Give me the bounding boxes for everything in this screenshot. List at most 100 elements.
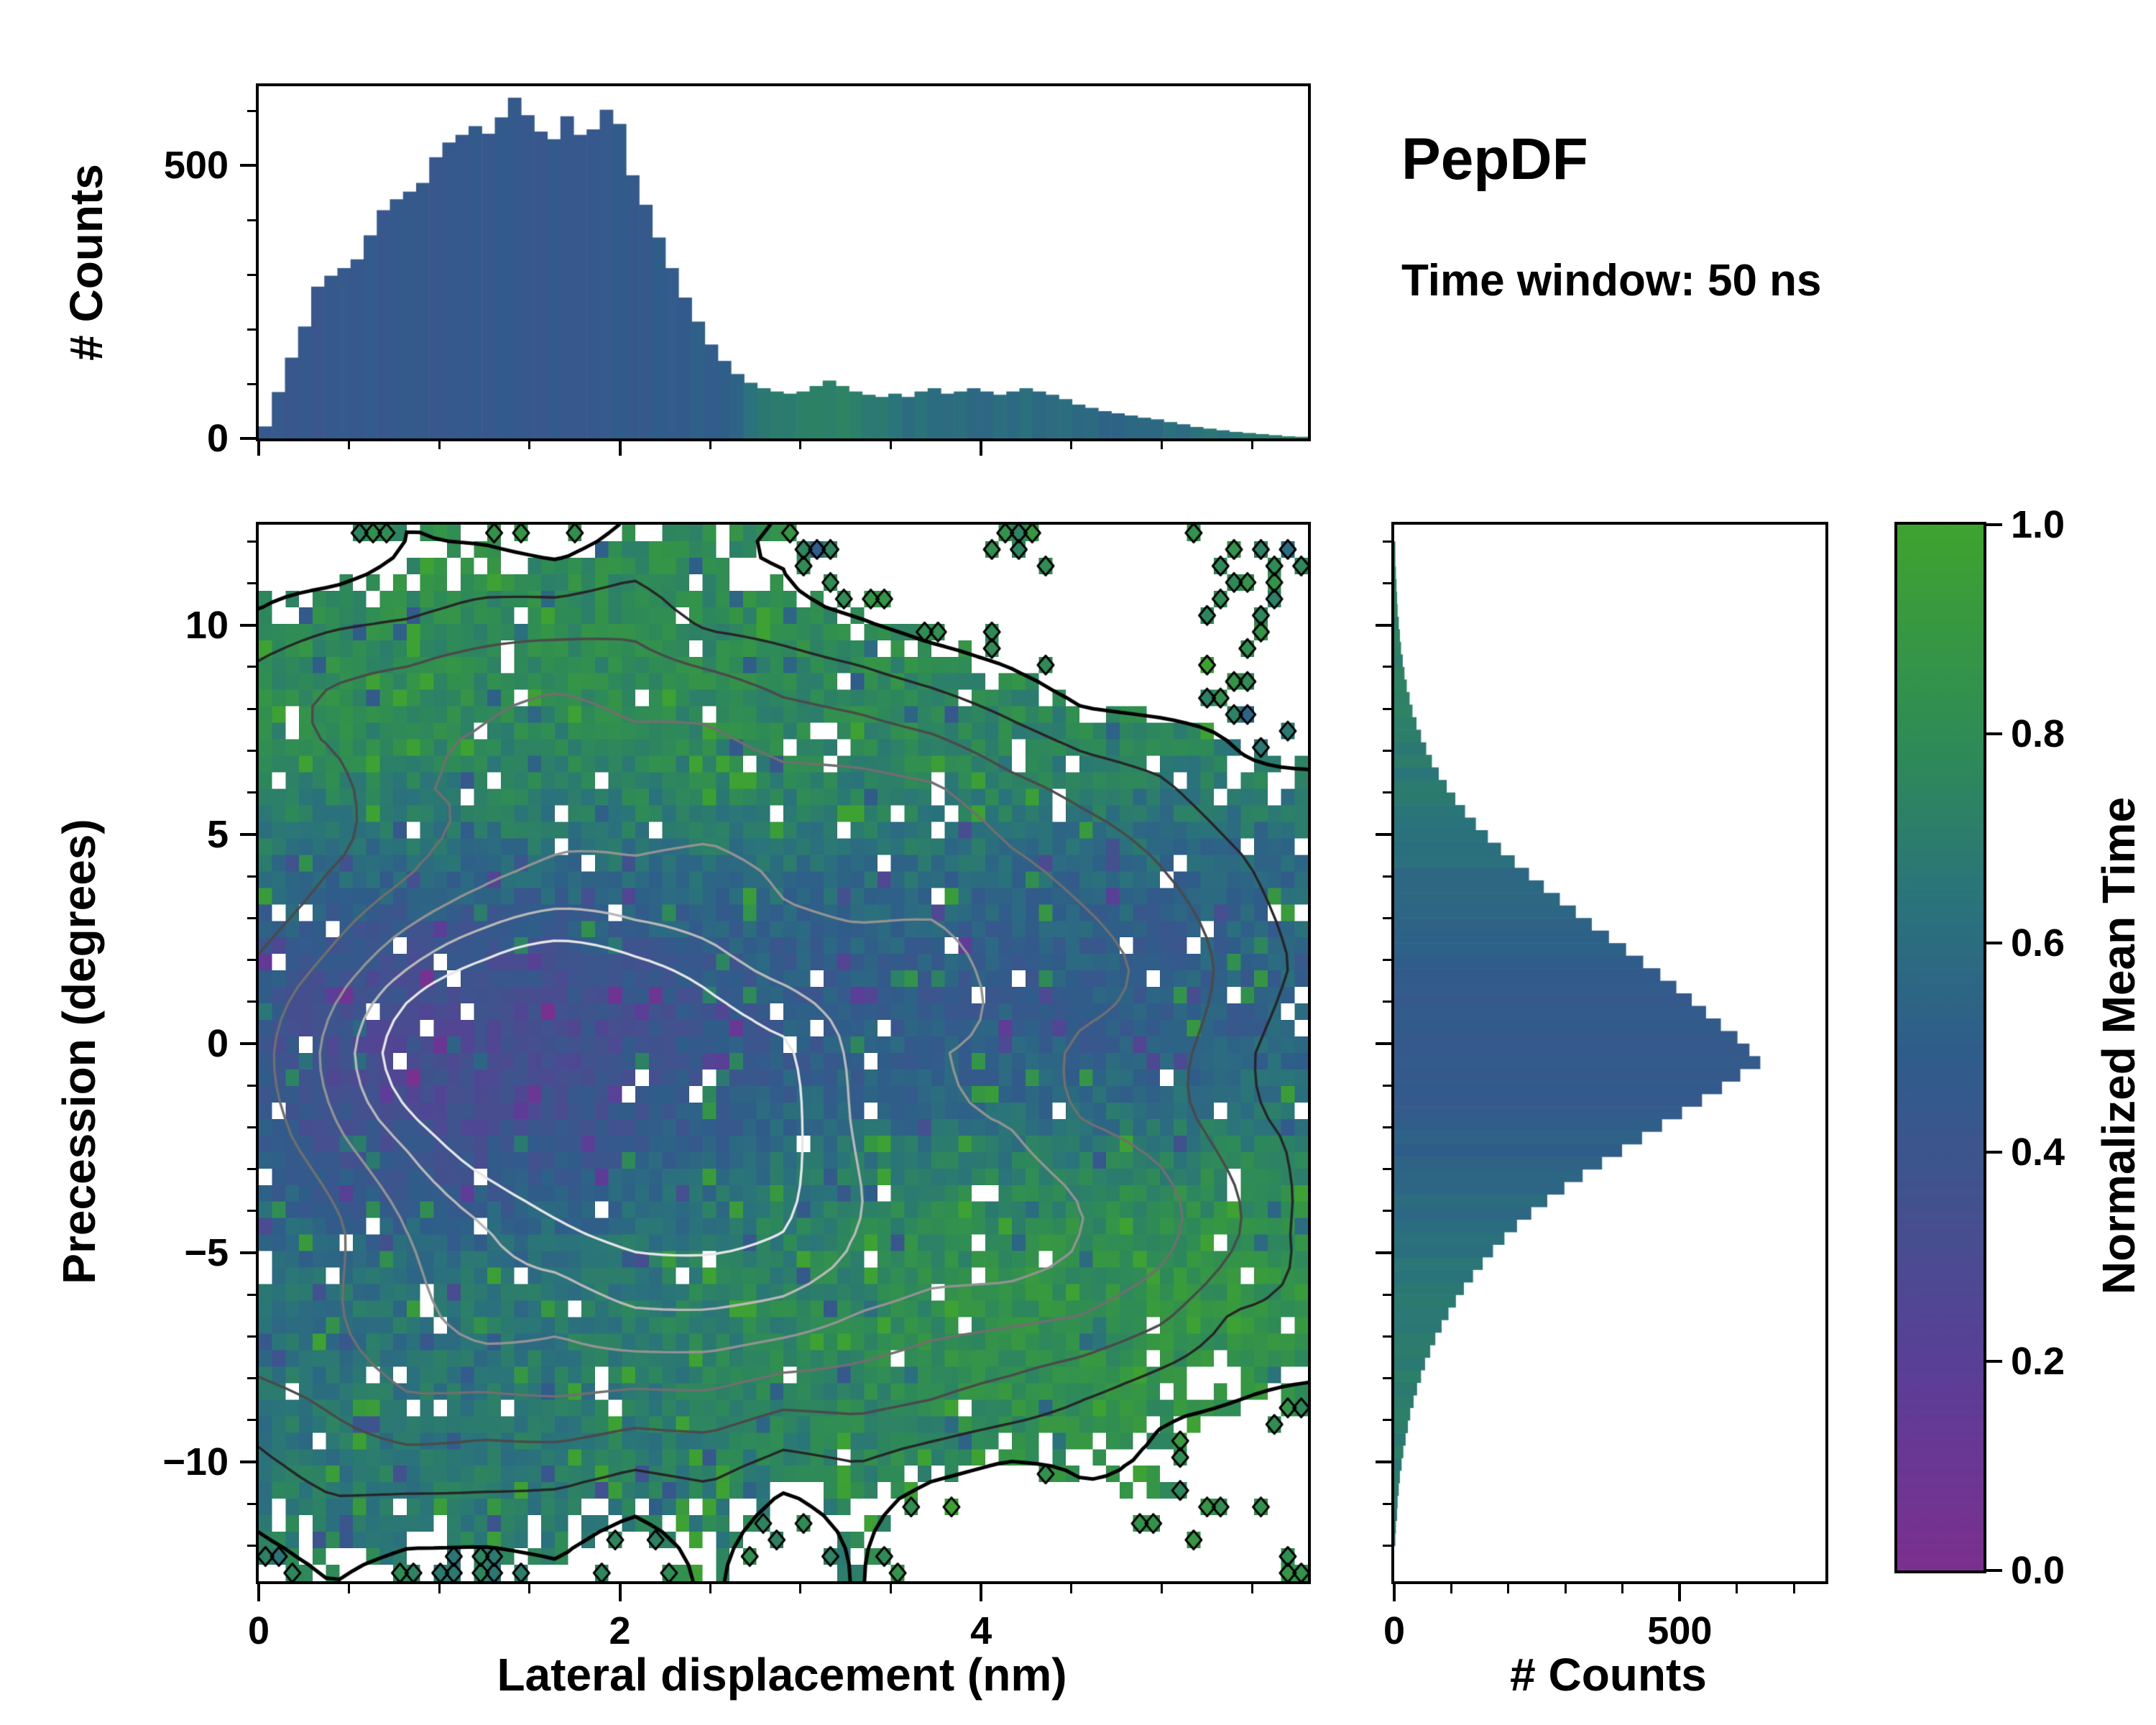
- axis-tick: [247, 273, 256, 276]
- axis-tick: [1507, 1584, 1510, 1593]
- axis-tick: [1986, 523, 2002, 526]
- axis-tick: [247, 749, 256, 752]
- axis-tick: [1621, 1584, 1624, 1593]
- axis-tick: [709, 1584, 711, 1593]
- axis-tick: [1376, 832, 1391, 836]
- axis-tick: [980, 441, 983, 456]
- main-y-tick-label: −10: [162, 1440, 229, 1484]
- axis-tick: [1383, 582, 1391, 584]
- main-y-tick-label: 0: [206, 1021, 229, 1065]
- main-y-tick-label: −5: [184, 1230, 229, 1274]
- axis-tick: [247, 218, 256, 221]
- figure-subtitle: Time window: 50 ns: [1401, 256, 1822, 305]
- axis-tick: [247, 707, 256, 710]
- axis-tick: [1986, 732, 2002, 735]
- figure-title: PepDF: [1401, 126, 1588, 192]
- axis-tick: [247, 1419, 256, 1422]
- main-ylabel: Precession (degrees): [53, 819, 105, 1284]
- right-x-tick-label: 500: [1647, 1609, 1713, 1652]
- axis-tick: [1383, 707, 1391, 710]
- axis-tick: [247, 1126, 256, 1128]
- axis-tick: [1383, 540, 1391, 543]
- colorbar-tick-label: 1.0: [2011, 503, 2065, 546]
- axis-tick: [1678, 1584, 1682, 1601]
- axis-tick: [1986, 1569, 2002, 1572]
- joint-heatmap-plot: [256, 522, 1311, 1584]
- axis-tick: [1383, 749, 1391, 752]
- axis-tick: [257, 441, 260, 456]
- axis-tick: [247, 875, 256, 878]
- axis-tick: [1376, 1251, 1391, 1254]
- axis-tick: [247, 328, 256, 331]
- axis-tick: [257, 1584, 260, 1601]
- axis-tick: [799, 441, 802, 449]
- axis-tick: [709, 441, 711, 449]
- axis-tick: [247, 109, 256, 112]
- axis-tick: [1383, 875, 1391, 878]
- axis-tick: [1792, 1584, 1795, 1593]
- axis-tick: [1383, 1502, 1391, 1505]
- axis-tick: [1383, 916, 1391, 919]
- axis-tick: [1393, 1584, 1396, 1601]
- axis-tick: [1383, 1168, 1391, 1171]
- axis-tick: [240, 164, 256, 167]
- contour-overlay-canvas: [259, 525, 1308, 1581]
- axis-tick: [1383, 666, 1391, 668]
- axis-tick: [528, 1584, 531, 1593]
- axis-tick: [247, 791, 256, 794]
- axis-tick: [1250, 441, 1253, 449]
- colorbar-tick-label: 0.0: [2011, 1549, 2065, 1592]
- axis-tick: [1986, 1360, 2002, 1363]
- axis-tick: [1383, 1545, 1391, 1547]
- axis-tick: [1564, 1584, 1567, 1593]
- axis-tick: [1986, 942, 2002, 944]
- axis-tick: [240, 832, 256, 836]
- axis-tick: [1383, 791, 1391, 794]
- axis-tick: [240, 437, 256, 440]
- axis-tick: [528, 441, 531, 449]
- axis-tick: [1383, 1210, 1391, 1213]
- axis-tick: [247, 1168, 256, 1171]
- axis-tick: [247, 582, 256, 584]
- axis-tick: [240, 623, 256, 627]
- axis-tick: [890, 1584, 893, 1593]
- axis-tick: [240, 1251, 256, 1254]
- axis-tick: [348, 441, 351, 449]
- axis-tick: [1070, 1584, 1073, 1593]
- axis-tick: [1383, 1126, 1391, 1128]
- axis-tick: [890, 441, 893, 449]
- axis-tick: [247, 1084, 256, 1087]
- axis-tick: [1070, 441, 1073, 449]
- right-histogram-plot: [1391, 522, 1828, 1584]
- axis-tick: [1383, 958, 1391, 961]
- axis-tick: [1736, 1584, 1738, 1593]
- axis-tick: [1383, 1293, 1391, 1296]
- axis-tick: [1250, 1584, 1253, 1593]
- top-ylabel: # Counts: [60, 164, 112, 361]
- main-x-tick-label: 2: [609, 1609, 631, 1652]
- axis-tick: [1450, 1584, 1452, 1593]
- colorbar-tick-label: 0.8: [2011, 712, 2065, 755]
- axis-tick: [247, 1545, 256, 1547]
- axis-tick: [438, 1584, 441, 1593]
- axis-tick: [1383, 1084, 1391, 1087]
- axis-tick: [1383, 1000, 1391, 1003]
- axis-tick: [247, 1210, 256, 1213]
- axis-tick: [240, 1460, 256, 1464]
- top-histogram-plot: [256, 83, 1311, 441]
- main-y-tick-label: 10: [185, 603, 229, 647]
- axis-tick: [247, 1377, 256, 1380]
- top-histogram-canvas: [259, 86, 1308, 438]
- axis-tick: [1383, 1377, 1391, 1380]
- main-xlabel: Lateral displacement (nm): [497, 1649, 1067, 1701]
- colorbar-tick-label: 0.2: [2011, 1340, 2065, 1383]
- axis-tick: [247, 916, 256, 919]
- axis-tick: [247, 1335, 256, 1338]
- axis-tick: [247, 382, 256, 385]
- axis-tick: [348, 1584, 351, 1593]
- axis-tick: [1383, 1419, 1391, 1422]
- axis-tick: [247, 1502, 256, 1505]
- axis-tick: [247, 540, 256, 543]
- axis-tick: [1383, 1335, 1391, 1338]
- colorbar-tick-label: 0.4: [2011, 1131, 2065, 1174]
